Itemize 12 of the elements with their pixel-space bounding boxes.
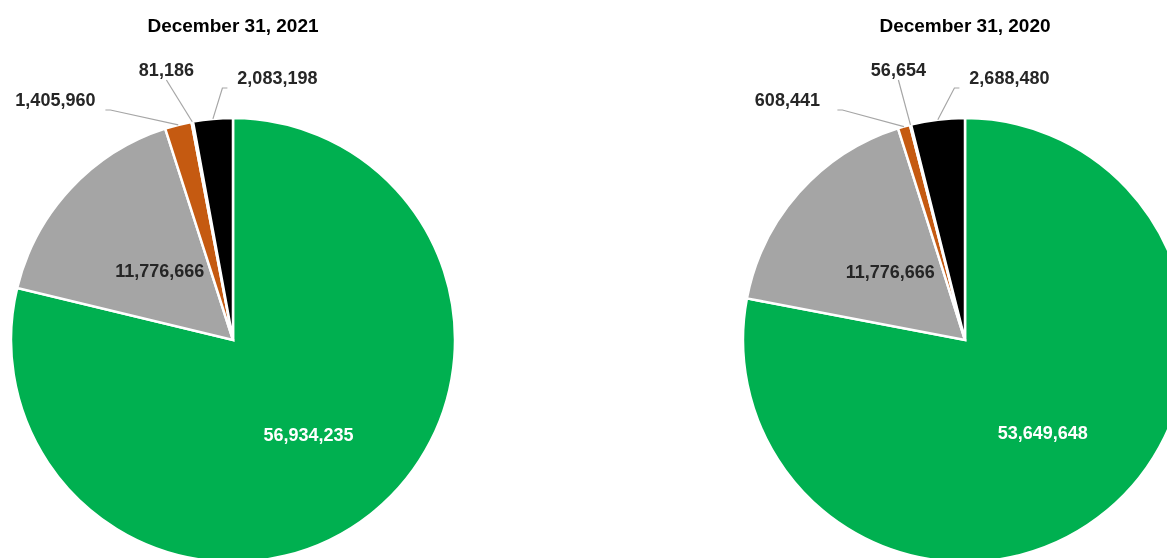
chart-title: December 31, 2021 xyxy=(147,15,319,36)
data-label: 2,688,480 xyxy=(969,68,1050,88)
data-label: 2,083,198 xyxy=(237,68,318,88)
chart-title: December 31, 2020 xyxy=(879,15,1051,36)
data-label: 11,776,666 xyxy=(845,262,935,283)
data-label: 608,441 xyxy=(754,90,820,110)
data-label: 56,934,235 xyxy=(263,424,354,445)
data-label: 1,405,960 xyxy=(15,90,96,110)
data-label: 11,776,666 xyxy=(115,260,205,281)
data-label: 53,649,648 xyxy=(997,422,1088,443)
data-label: 81,186 xyxy=(138,60,194,80)
data-label: 56,654 xyxy=(870,60,926,80)
